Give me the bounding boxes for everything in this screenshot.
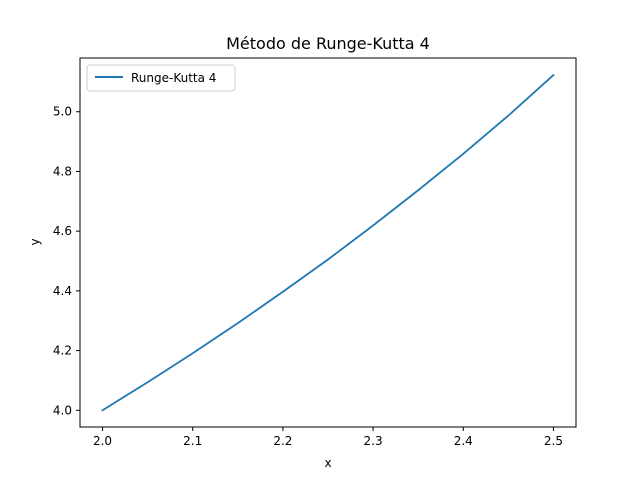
axes-frame (79, 57, 577, 428)
x-tick-label: 2.4 (454, 434, 473, 448)
y-tick-label: 4.8 (53, 164, 72, 178)
x-axis-ticks: 2.0 2.1 2.2 2.3 2.4 2.5 (93, 427, 563, 448)
y-tick-label: 4.6 (53, 224, 72, 238)
legend-label-runge-kutta-4: Runge-Kutta 4 (131, 71, 216, 85)
x-tick-label: 2.5 (544, 434, 563, 448)
x-axis-label: x (324, 456, 331, 470)
series-layer (101, 73, 555, 412)
x-tick-label: 2.0 (93, 434, 112, 448)
y-tick-label: 5.0 (53, 105, 72, 119)
y-axis-label: y (28, 238, 42, 245)
legend-box (86, 64, 236, 92)
chart-title: Método de Runge-Kutta 4 (226, 34, 430, 53)
x-tick-label: 2.3 (364, 434, 383, 448)
plot-area: 2.0 2.1 2.2 2.3 2.4 2.5 4.0 4.2 4.4 4.6 4.8 5.0 (53, 57, 577, 448)
y-tick-label: 4.4 (53, 284, 72, 298)
series-line-runge-kutta-4 (101, 73, 555, 412)
x-tick-label: 2.1 (183, 434, 202, 448)
y-tick-label: 4.2 (53, 344, 72, 358)
legend: Runge-Kutta 4 (86, 64, 236, 92)
y-axis-ticks: 4.0 4.2 4.4 4.6 4.8 5.0 (53, 105, 80, 417)
x-tick-label: 2.2 (273, 434, 292, 448)
y-tick-label: 4.0 (53, 403, 72, 417)
